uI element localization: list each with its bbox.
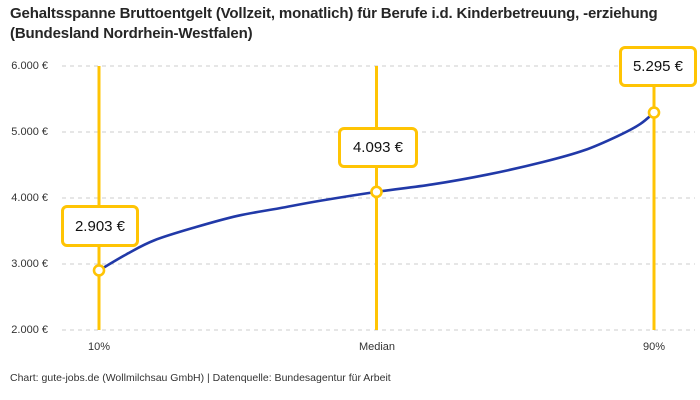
x-axis-tick-label-10pct: 10% [87, 341, 111, 353]
x-axis-tick-label-90pct: 90% [642, 341, 666, 353]
y-axis-tick-label: 2.000 € [11, 324, 48, 336]
y-axis-tick-label: 6.000 € [11, 60, 48, 72]
data-point-marker [92, 264, 106, 277]
value-callout-text: 2.903 € [74, 217, 126, 235]
chart-footer: Chart: gute-jobs.de (Wollmilchsau GmbH) … [10, 372, 391, 384]
value-callout-median: 4.093 € [338, 127, 418, 168]
data-point-marker [370, 185, 383, 199]
x-axis-tick-label-median: Median [358, 341, 396, 353]
chart-title: Gehaltsspanne Bruttoentgelt (Vollzeit, m… [10, 5, 658, 43]
value-callout-text: 4.093 € [352, 139, 404, 156]
y-axis-tick-label: 4.000 € [11, 192, 48, 204]
data-point-marker [647, 106, 661, 119]
y-axis-tick-label: 5.000 € [11, 126, 48, 138]
value-callout-p10: 2.903 € [61, 205, 139, 247]
y-axis-tick-label: 3.000 € [11, 258, 48, 270]
value-callout-p90: 5.295 € [619, 46, 697, 87]
value-callout-text: 5.295 € [632, 58, 684, 75]
